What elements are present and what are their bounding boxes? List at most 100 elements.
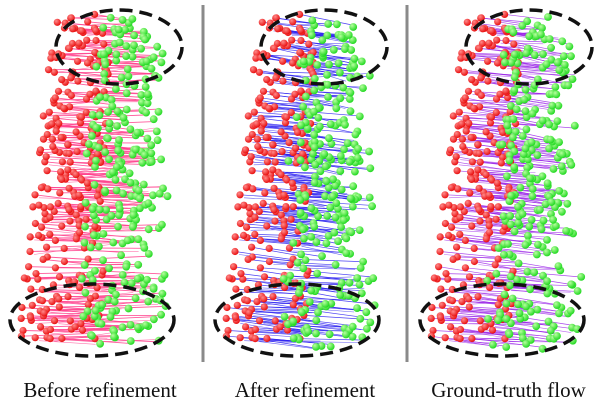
- source-point: [456, 335, 464, 343]
- source-point: [253, 298, 261, 306]
- flow-vector: [269, 248, 322, 257]
- source-point: [60, 244, 68, 252]
- source-point: [249, 185, 257, 193]
- target-point: [104, 108, 112, 116]
- target-point: [115, 211, 123, 220]
- source-point: [263, 334, 271, 343]
- target-point: [552, 222, 560, 230]
- source-point: [86, 90, 94, 98]
- flow-vector: [49, 233, 115, 241]
- target-point: [299, 264, 308, 273]
- source-point: [86, 294, 94, 303]
- flow-vector: [445, 273, 514, 276]
- target-point: [312, 238, 321, 247]
- flow-vector: [227, 330, 299, 336]
- source-point: [485, 191, 493, 199]
- target-point: [147, 149, 156, 158]
- target-point: [296, 209, 305, 217]
- source-point: [263, 76, 271, 84]
- target-point: [353, 274, 362, 282]
- target-point: [505, 156, 514, 165]
- target-point: [137, 91, 146, 99]
- source-point: [299, 150, 307, 158]
- source-point: [470, 244, 478, 252]
- source-point: [67, 74, 75, 82]
- flow-vector: [300, 308, 363, 318]
- target-point: [112, 290, 120, 299]
- target-point: [150, 315, 158, 324]
- source-point: [482, 211, 490, 219]
- target-point: [113, 107, 122, 116]
- flow-vector: [303, 187, 354, 197]
- source-point: [486, 119, 495, 127]
- source-point: [493, 179, 501, 187]
- target-point: [339, 216, 348, 225]
- source-point: [83, 59, 92, 67]
- source-point: [436, 313, 445, 322]
- flow-vector: [302, 97, 350, 109]
- target-point: [559, 52, 568, 61]
- target-point: [545, 144, 553, 153]
- source-point: [58, 334, 66, 343]
- source-point: [236, 219, 244, 228]
- source-point: [448, 285, 456, 294]
- flow-vector: [287, 45, 336, 51]
- source-point: [485, 228, 494, 236]
- target-point: [558, 37, 567, 46]
- source-point: [435, 263, 443, 271]
- source-point: [251, 325, 260, 334]
- target-point: [91, 306, 100, 315]
- target-point: [286, 271, 295, 280]
- target-point: [346, 88, 355, 97]
- source-point: [84, 255, 92, 263]
- flow-vector: [444, 291, 504, 294]
- source-point: [467, 133, 475, 141]
- source-point: [66, 158, 74, 166]
- target-point: [346, 107, 355, 116]
- target-point: [133, 274, 142, 283]
- flow-vector: [439, 251, 504, 259]
- target-point: [117, 251, 125, 260]
- source-point: [285, 244, 293, 252]
- target-point: [523, 267, 532, 276]
- target-point: [157, 155, 166, 164]
- target-point: [541, 200, 550, 209]
- source-point: [437, 285, 445, 293]
- target-point: [101, 60, 110, 69]
- target-point: [359, 257, 367, 266]
- target-point: [102, 206, 110, 214]
- flow-vector: [92, 316, 155, 320]
- target-point: [106, 313, 115, 321]
- source-point: [83, 36, 91, 44]
- target-point: [523, 163, 532, 172]
- source-point: [277, 171, 285, 179]
- target-point: [81, 222, 89, 231]
- source-point: [458, 298, 466, 306]
- source-point: [49, 142, 57, 151]
- source-point: [488, 176, 496, 184]
- target-point: [90, 231, 98, 240]
- source-point: [50, 68, 59, 76]
- target-point: [345, 95, 354, 103]
- target-point: [123, 65, 132, 73]
- source-point: [502, 36, 510, 45]
- target-point: [507, 58, 516, 67]
- target-point: [110, 297, 119, 306]
- flow-vector: [287, 45, 326, 52]
- target-point: [297, 121, 305, 130]
- target-point: [550, 246, 559, 254]
- target-point: [527, 138, 536, 147]
- target-point: [518, 21, 527, 30]
- target-point: [315, 122, 324, 131]
- source-point: [48, 298, 56, 306]
- target-point: [163, 192, 172, 201]
- flow-vector: [486, 78, 532, 88]
- target-point: [507, 191, 515, 200]
- target-point: [147, 157, 156, 166]
- source-point: [42, 153, 50, 161]
- source-point: [491, 261, 499, 269]
- source-point: [447, 323, 455, 331]
- flow-vector: [470, 177, 528, 182]
- source-point: [91, 222, 99, 230]
- target-point: [504, 240, 512, 248]
